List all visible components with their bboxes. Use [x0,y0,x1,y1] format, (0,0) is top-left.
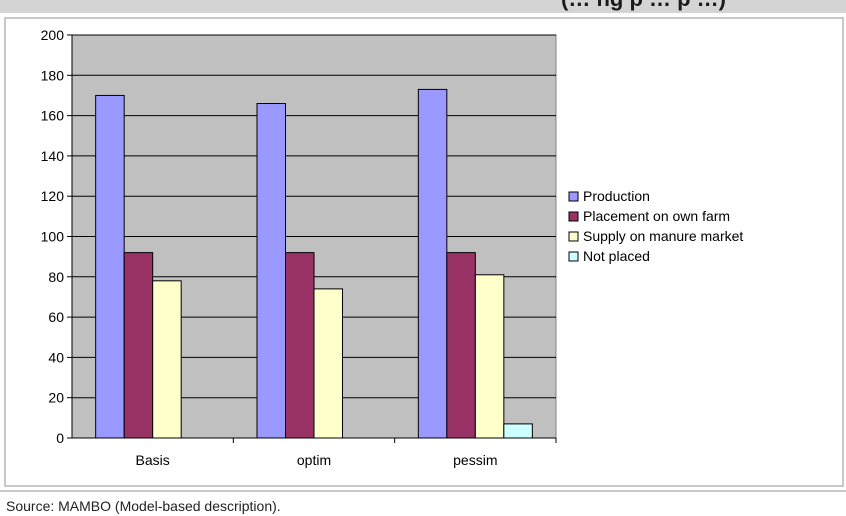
y-tick-label: 180 [41,67,65,83]
y-tick-label: 200 [41,27,65,43]
y-tick-label: 60 [48,309,64,325]
header-band-left [0,0,214,13]
y-tick-label: 100 [41,229,65,245]
bar-supply-on-manure-market-basis [152,280,182,439]
y-tick-label: 40 [48,349,64,365]
bar-supply-on-manure-market-optim [313,288,343,439]
y-tick-label: 0 [56,430,64,446]
y-tick-label: 80 [48,269,64,285]
bar-placement-on-own-farm-optim [285,252,315,439]
legend-label: Placement on own farm [583,208,730,224]
divider [0,490,846,492]
bar-production-basis [95,94,125,439]
y-tick-label: 20 [48,390,64,406]
x-tick-label: optim [297,452,331,468]
bar-production-pessim [417,88,448,439]
bar-placement-on-own-farm-basis [123,252,154,439]
header-title: (… ng p … p …) [561,0,726,12]
bar-placement-on-own-farm-pessim [446,252,476,439]
x-tick-label: Basis [136,452,170,468]
bar-production-optim [256,103,286,439]
y-tick-label: 120 [41,188,65,204]
header-band-right: (… ng p … p …) [214,0,846,13]
legend-label: Supply on manure market [583,228,743,244]
legend-swatch [568,231,579,242]
legend-swatch [568,191,579,202]
bar-chart: 0 20 40 60 80 100 120 140 160 180 200 Basis optim pes… [41,27,744,468]
y-tick-label: 160 [41,108,65,124]
bar-not-placed-pessim [503,423,533,439]
bar-supply-on-manure-market-pessim [474,274,505,439]
legend-swatch [568,251,579,262]
x-tick-label: pessim [453,452,497,468]
legend-swatch [568,211,579,222]
chart-frame: 0 20 40 60 80 100 120 140 160 180 200 Basis optim pes… [4,17,844,487]
legend-label: Production [583,188,650,204]
y-tick-label: 140 [41,148,65,164]
source-note: Source: MAMBO (Model-based description). [6,498,281,514]
legend-label: Not placed [583,248,650,264]
